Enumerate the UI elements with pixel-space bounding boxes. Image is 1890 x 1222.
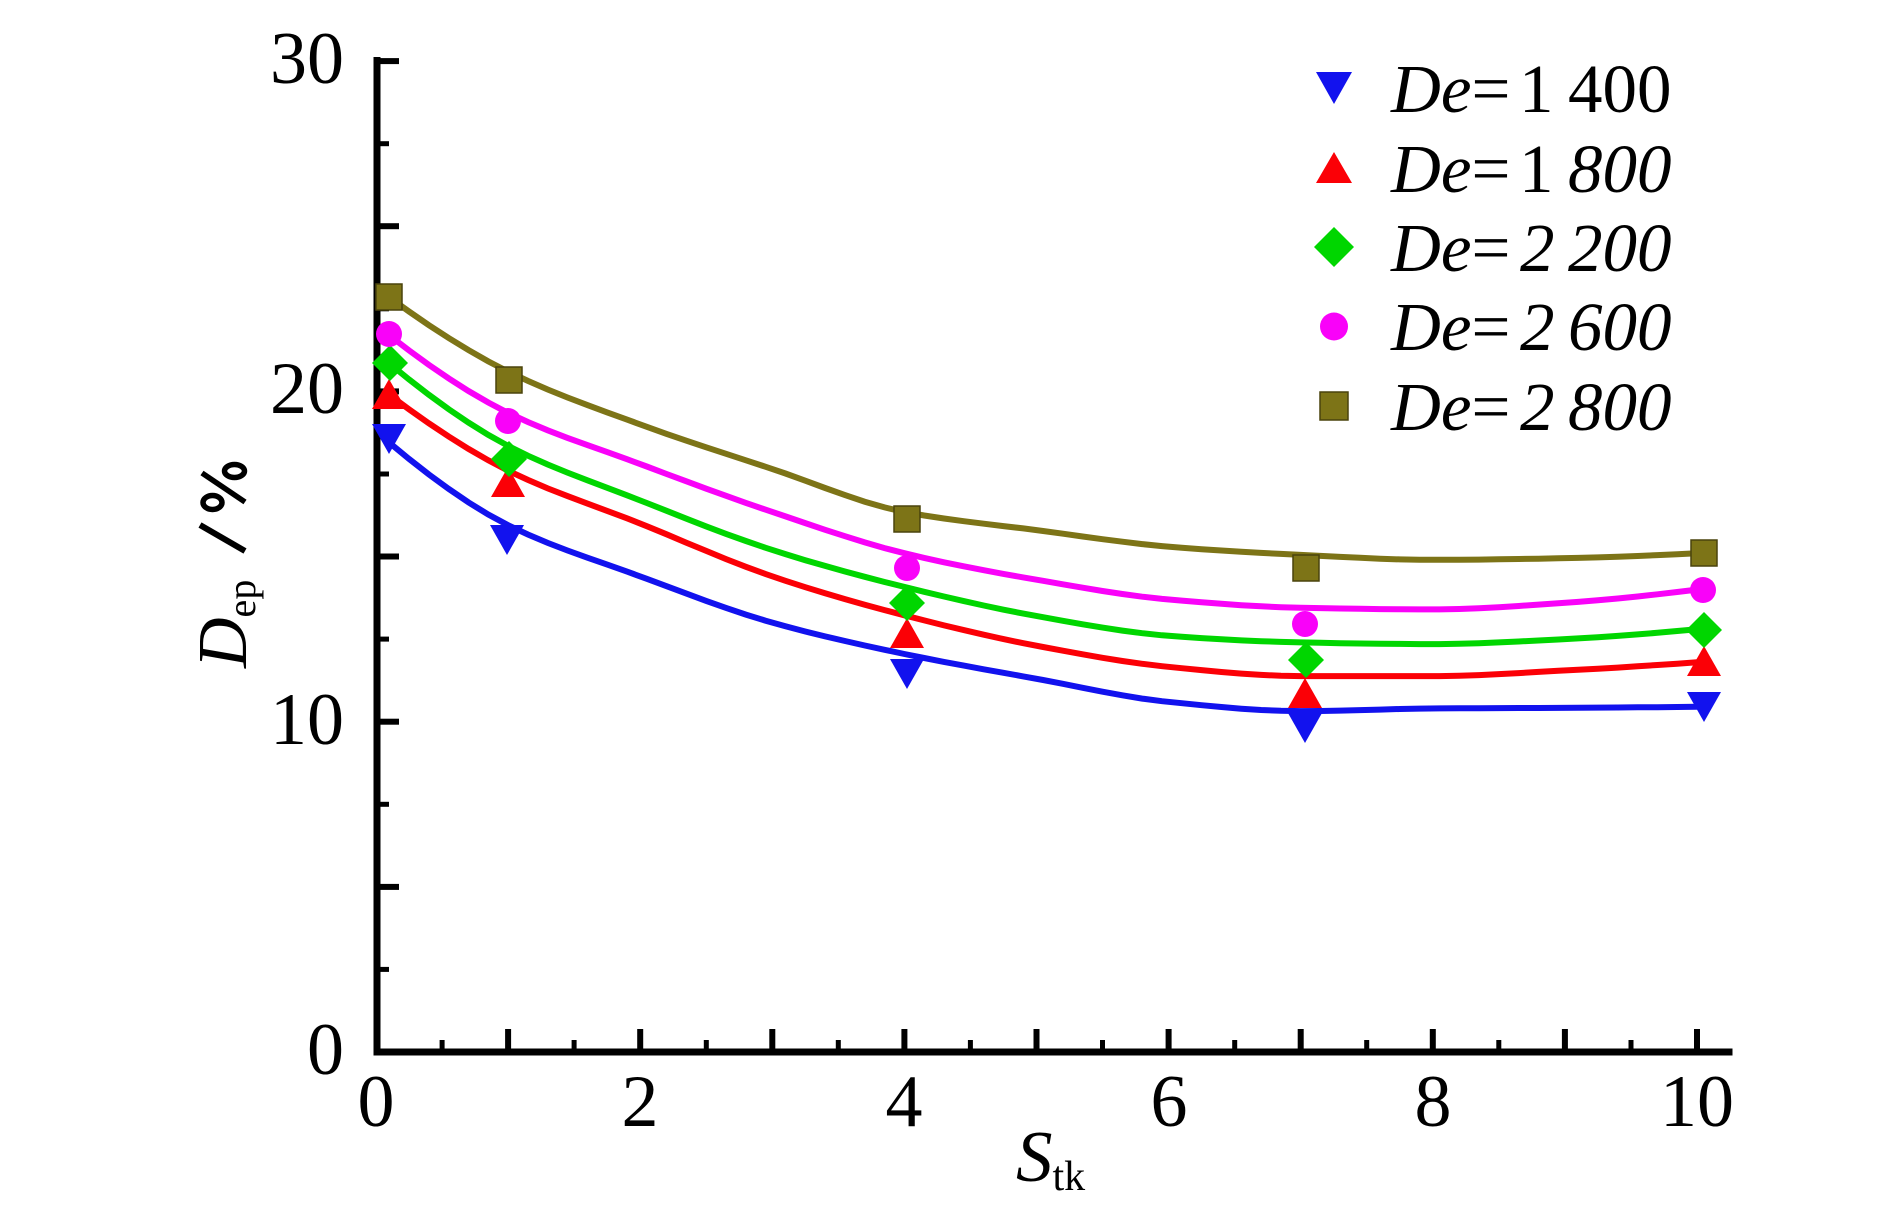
svg-text:0: 0 [358, 1061, 395, 1143]
svg-text:Stk: Stk [1016, 1116, 1085, 1200]
svg-text:10: 10 [1660, 1061, 1734, 1143]
svg-text:6: 6 [1151, 1061, 1188, 1143]
svg-text:4: 4 [886, 1061, 923, 1143]
svg-text:Dep: Dep [185, 580, 264, 669]
svg-text:10: 10 [270, 679, 344, 761]
svg-text:2: 2 [622, 1061, 659, 1143]
svg-text:20: 20 [270, 348, 344, 430]
svg-text:30: 30 [270, 18, 344, 100]
svg-text:8: 8 [1415, 1061, 1452, 1143]
svg-text:0: 0 [307, 1009, 344, 1091]
